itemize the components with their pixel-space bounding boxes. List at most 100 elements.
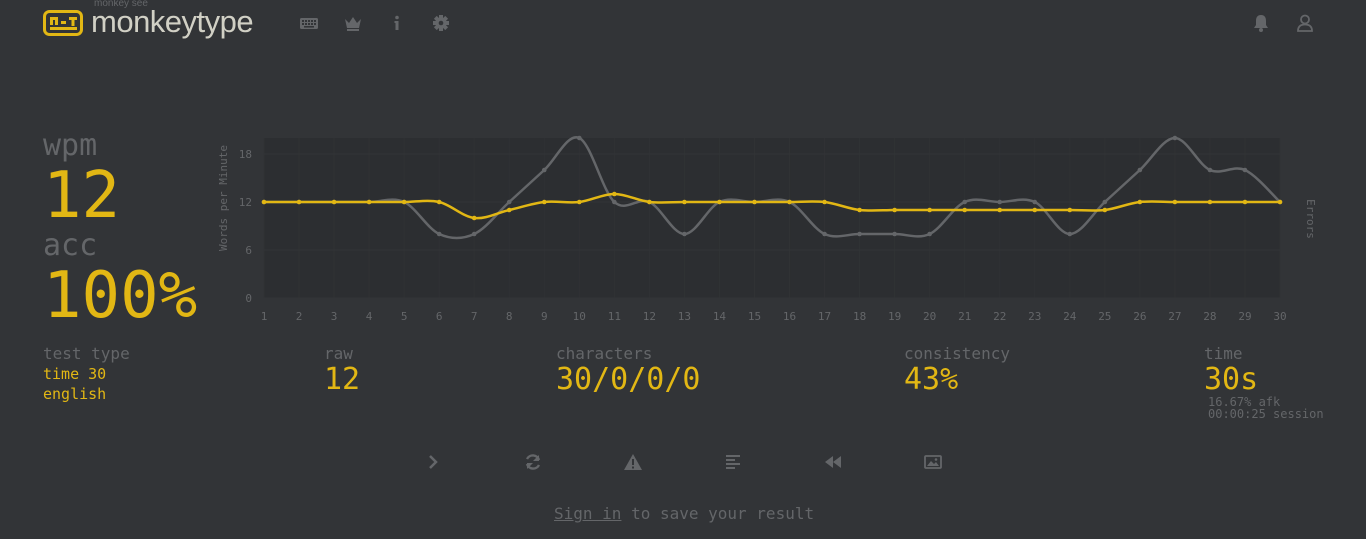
chart-x-tick-label: 26: [1133, 310, 1146, 323]
next-test-icon[interactable]: [423, 452, 443, 472]
chart-point-wpm: [1102, 207, 1108, 213]
gear-icon[interactable]: [431, 13, 451, 33]
consistency-label: consistency: [904, 344, 1010, 363]
chart-background: [264, 138, 1280, 298]
chart-point-wpm: [1067, 207, 1073, 213]
chart-x-tick-label: 10: [573, 310, 586, 323]
test-type-mode: time 30: [43, 365, 107, 383]
chart-point-raw: [1242, 167, 1248, 173]
chart-point-wpm: [1172, 199, 1178, 205]
signin-link[interactable]: Sign in: [554, 504, 622, 523]
chart-x-tick-label: 5: [401, 310, 408, 323]
user-icon[interactable]: [1295, 13, 1315, 33]
chart-x-tick-label: 23: [1028, 310, 1041, 323]
chart-point-wpm: [506, 207, 512, 213]
restart-icon[interactable]: [523, 452, 543, 472]
chart-point-wpm: [997, 207, 1003, 213]
chart-y-tick-label: 6: [245, 244, 252, 257]
replay-icon[interactable]: [823, 452, 843, 472]
chart-point-wpm: [927, 207, 932, 213]
raw-value: 12: [324, 362, 361, 397]
chart-point-wpm: [401, 199, 407, 205]
characters-value: 30/0/0/0: [556, 362, 701, 397]
chart-point-raw: [436, 231, 442, 237]
acc-value: 100%: [43, 259, 198, 333]
chart-point-raw: [541, 167, 547, 173]
chart-x-tick-label: 15: [748, 310, 761, 323]
time-label: time: [1204, 344, 1243, 363]
chart-x-tick-label: 22: [993, 310, 1006, 323]
chart-x-tick-label: 7: [471, 310, 478, 323]
chart-point-wpm: [1242, 199, 1248, 205]
chart-plot-area: [261, 135, 1283, 299]
chart-x-tick-label: 3: [331, 310, 338, 323]
chart-point-wpm: [682, 199, 687, 205]
chart-point-wpm: [962, 207, 967, 213]
raw-label: raw: [324, 344, 353, 363]
chart-point-wpm: [717, 199, 722, 205]
chart-point-raw: [997, 199, 1003, 205]
chart-x-tick-label: 1: [261, 310, 268, 323]
characters-label: characters: [556, 344, 653, 363]
chart-x-tick-label: 25: [1098, 310, 1111, 323]
chart-x-tick-label: 16: [783, 310, 796, 323]
chart-x-tick-label: 24: [1063, 310, 1077, 323]
chart-point-wpm: [1137, 199, 1143, 205]
chart-point-raw: [927, 231, 932, 237]
chart-point-wpm: [471, 215, 477, 221]
chart-point-wpm: [647, 199, 652, 205]
chart-point-wpm: [1277, 199, 1283, 205]
chart-point-raw: [1172, 135, 1178, 141]
chart-x-tick-label: 17: [818, 310, 831, 323]
chart-x-tick-label: 14: [713, 310, 727, 323]
chart-x-tick-label: 28: [1203, 310, 1216, 323]
logo-subtitle: monkey see: [94, 0, 148, 9]
chart-x-tick-label: 30: [1273, 310, 1286, 323]
wpm-label: wpm: [43, 128, 98, 163]
info-icon[interactable]: [387, 13, 407, 33]
bell-icon[interactable]: [1251, 13, 1271, 33]
chart-x-tick-label: 12: [643, 310, 656, 323]
chart-point-raw: [612, 199, 617, 205]
screenshot-icon[interactable]: [923, 452, 943, 472]
chart-y-axis-label: Words per Minute: [217, 145, 230, 251]
keyboard-icon[interactable]: [299, 13, 319, 33]
chart-x-tick-label: 27: [1168, 310, 1181, 323]
chart-x-tick-label: 19: [888, 310, 901, 323]
chart-point-raw: [857, 231, 862, 237]
chart-point-wpm: [577, 199, 582, 205]
chart-point-raw: [892, 231, 897, 237]
chart-point-raw: [1067, 231, 1073, 237]
chart-y-tick-label: 0: [245, 292, 252, 305]
chart-point-wpm: [892, 207, 897, 213]
chart-series-line-raw: [264, 136, 1281, 240]
chart-point-wpm: [612, 191, 617, 197]
report-icon[interactable]: [623, 452, 643, 472]
chart-point-raw: [1137, 167, 1143, 173]
chart-x-tick-label: 13: [678, 310, 691, 323]
chart-point-raw: [682, 231, 687, 237]
chart-point-wpm: [787, 199, 792, 205]
time-value: 30s: [1204, 362, 1259, 397]
chart-point-raw: [1207, 167, 1213, 173]
session-time: 00:00:25 session: [1208, 407, 1324, 421]
chart-point-raw: [577, 135, 582, 141]
crown-icon[interactable]: [343, 13, 363, 33]
logo-title[interactable]: monkeytype: [91, 4, 254, 39]
chart-x-tick-label: 2: [296, 310, 303, 323]
chart-point-raw: [822, 231, 827, 237]
test-type-label: test type: [43, 344, 130, 363]
word-history-icon[interactable]: [723, 452, 743, 472]
chart-point-raw: [471, 231, 477, 237]
chart-point-wpm: [822, 199, 827, 205]
chart-point-raw: [1102, 199, 1108, 205]
monkeytype-logo-icon[interactable]: [43, 10, 83, 40]
chart-x-tick-label: 4: [366, 310, 373, 323]
chart-x-tick-label: 29: [1238, 310, 1251, 323]
chart-x-tick-label: 9: [541, 310, 548, 323]
signin-prompt-text: to save your result: [621, 504, 815, 523]
chart-point-wpm: [857, 207, 862, 213]
chart-point-wpm: [366, 199, 372, 205]
